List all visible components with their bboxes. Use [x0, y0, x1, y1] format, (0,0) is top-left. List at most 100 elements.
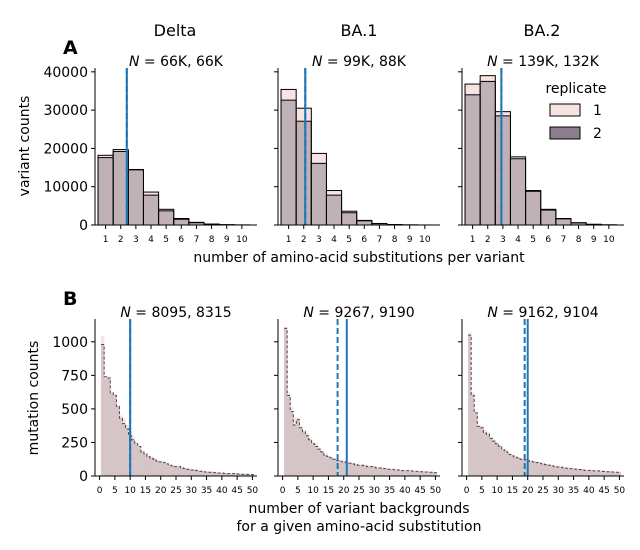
bar-rep2-x3 [494, 115, 511, 226]
x-tick-label: 20 [155, 486, 167, 496]
bar-rep2-x18 [520, 459, 524, 476]
bar-rep2-x44 [232, 473, 236, 476]
bar-rep2-x11 [131, 439, 135, 476]
x-tick-label: 5 [346, 235, 352, 245]
bottom-panel-3: 0 5 10 15 20 25 30 35 40 45 50N = 9162, 9104 [458, 305, 625, 496]
x-tick-label: 45 [414, 486, 425, 496]
bar-rep2-x5 [480, 427, 484, 476]
x-tick-label: 15 [140, 486, 151, 496]
bar-rep2-x1 [464, 94, 481, 226]
legend: replicate 1 2 [545, 81, 606, 142]
bar-rep2-x50 [250, 474, 254, 476]
bar-rep2-x23 [351, 463, 355, 476]
x-tick-label: 35 [201, 486, 212, 496]
bar-rep2-x39 [400, 470, 404, 476]
bar-rep2-x24 [354, 464, 358, 476]
bar-rep2-x13 [320, 451, 324, 476]
x-tick-label: 10 [603, 235, 615, 245]
bar-rep2-x37 [211, 472, 215, 476]
bar-rep2-x47 [424, 471, 428, 476]
bar-rep2-x38 [397, 469, 401, 476]
bar-rep2-x24 [171, 465, 175, 476]
bar-rep2-x4 [142, 194, 160, 226]
bar-rep2-x5 [113, 395, 117, 476]
bar-rep2-x49 [430, 472, 434, 476]
bar-rep2-x16 [329, 457, 334, 476]
bar-rep2-x23 [168, 465, 172, 476]
bar-rep2-x17 [150, 458, 154, 476]
bar-rep2-x33 [565, 468, 569, 476]
bar-rep2-x6 [540, 209, 557, 226]
x-tick-label: 4 [148, 235, 154, 245]
bar-rep2-x4 [110, 392, 114, 476]
x-tick-label: 30 [186, 486, 198, 496]
x-tick-label: 2 [301, 235, 307, 245]
bar-rep2-x7 [486, 434, 490, 476]
x-tick-label: 25 [353, 486, 364, 496]
bar-rep2-x5 [525, 190, 542, 226]
bar-rep2-x3 [107, 378, 111, 476]
y-tick-label: 0 [79, 218, 88, 234]
bar-rep2-x17 [333, 459, 337, 476]
bar-rep2-x1 [280, 99, 297, 226]
x-tick-label: 50 [247, 486, 259, 496]
bar-rep2-x10 [495, 443, 499, 476]
bar-rep2-x21 [162, 462, 166, 476]
x-tick-label: 15 [323, 486, 334, 496]
bar-rep2-x15 [510, 455, 514, 476]
bar-rep2-x5 [158, 210, 175, 226]
x-tick-label: 2 [118, 235, 124, 245]
bar-rep2-x19 [339, 461, 343, 476]
x-tick-label: 30 [553, 486, 565, 496]
y-tick-label: 0 [79, 469, 88, 485]
bottom-panel-2: 0 5 10 15 20 25 30 35 40 45 50N = 9267, 9190 [274, 305, 441, 496]
column-title-delta: Delta [154, 21, 197, 40]
y-tick-label: 1000 [52, 335, 88, 351]
x-tick-label: 9 [591, 235, 597, 245]
x-tick-label: 10 [124, 486, 136, 496]
bar-rep2-x6 [116, 406, 120, 476]
bar-rep2-x36 [391, 469, 395, 476]
bar-rep2-x41 [406, 470, 410, 476]
bar-rep2-x25 [174, 466, 178, 476]
x-tick-label: 8 [392, 235, 398, 245]
x-tick-label: 10 [419, 235, 431, 245]
bar-rep2-x8 [122, 423, 126, 476]
x-tick-label: 7 [561, 235, 567, 245]
x-tick-label: 40 [399, 486, 411, 496]
bar-rep2-x40 [220, 473, 224, 476]
panel-label-b: B [63, 288, 77, 310]
x-tick-label: 45 [598, 486, 609, 496]
bar-rep2-x38 [581, 469, 585, 476]
x-tick-label: 35 [568, 486, 579, 496]
bar-rep2-x46 [238, 474, 242, 476]
bar-rep2-x17 [517, 457, 521, 476]
panel-n-title: N = 139K, 132K [487, 54, 600, 70]
panel-n-title: N = 9267, 9190 [303, 305, 414, 321]
x-tick-label: 15 [507, 486, 518, 496]
bar-rep2-x34 [568, 468, 573, 476]
bar-rep2-x21 [529, 461, 533, 476]
x-tick-label: 45 [231, 486, 242, 496]
x-tick-label: 0 [280, 486, 286, 496]
bar-rep2-x13 [137, 446, 141, 476]
bar-rep2-x38 [214, 472, 218, 476]
y-tick-label: 10000 [43, 180, 88, 196]
bar-rep2-x26 [544, 464, 548, 476]
bar-rep2-x36 [208, 472, 212, 476]
bar-rep2-x3 [310, 162, 327, 226]
bar-rep2-x19 [156, 461, 160, 476]
y-tick-label: 20000 [43, 141, 88, 157]
bar-rep2-x50 [617, 472, 621, 476]
bar-rep2-x43 [229, 473, 233, 476]
bar-rep2-x34 [384, 468, 389, 476]
x-tick-label: 6 [545, 235, 551, 245]
bar-rep2-x30 [372, 467, 376, 476]
bar-rep2-x3 [474, 412, 478, 476]
x-tick-label: 1 [103, 235, 109, 245]
bar-rep2-x1 [284, 328, 288, 476]
bar-rep2-x28 [183, 468, 187, 476]
